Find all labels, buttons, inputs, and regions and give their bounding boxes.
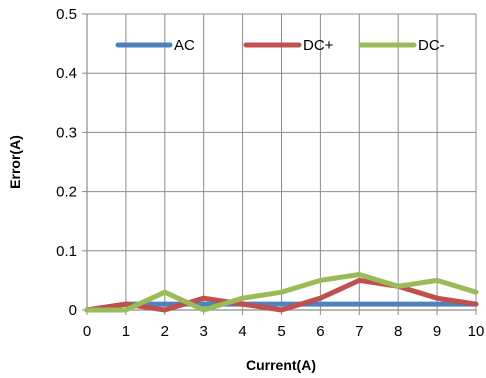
series-group [84,272,479,313]
legend-item: DC+ [243,37,334,54]
x-tick-label: 2 [161,323,169,340]
legend-label: DC- [418,37,445,54]
y-tick-label: 0.5 [56,6,77,23]
x-tick-label: 9 [433,323,441,340]
x-tick-label: 1 [122,323,130,340]
tick-labels: 0 1 2 3 4 5 6 7 8 9 10 0 0.1 0.2 0.3 0.4 0.5 [56,6,484,340]
grid-lines [86,13,477,311]
x-tick-label: 5 [277,323,285,340]
x-tick-label: 4 [238,323,246,340]
legend-label: DC+ [303,37,334,54]
legend-label: AC [174,37,195,54]
y-tick-label: 0.2 [56,184,77,201]
series-line-dcplus [84,277,479,313]
x-tick-label: 10 [468,323,485,340]
x-tick-label: 8 [394,323,402,340]
legend-item: DC- [358,37,445,54]
y-axis-title: Error(A) [7,135,23,189]
y-tick-label: 0 [69,302,77,319]
y-tick-label: 0.4 [56,65,77,82]
series-line-dcminus [84,272,479,313]
x-tick-label: 6 [316,323,324,340]
legend: AC DC+ DC- [115,37,445,54]
x-tick-label: 7 [355,323,363,340]
x-axis-title: Current(A) [246,357,316,373]
y-tick-label: 0.3 [56,124,77,141]
legend-item: AC [115,37,195,54]
y-tick-label: 0.1 [56,243,77,260]
series-line-ac [84,301,479,313]
x-tick-label: 3 [200,323,208,340]
x-tick-label: 0 [83,323,91,340]
axes [82,13,477,315]
